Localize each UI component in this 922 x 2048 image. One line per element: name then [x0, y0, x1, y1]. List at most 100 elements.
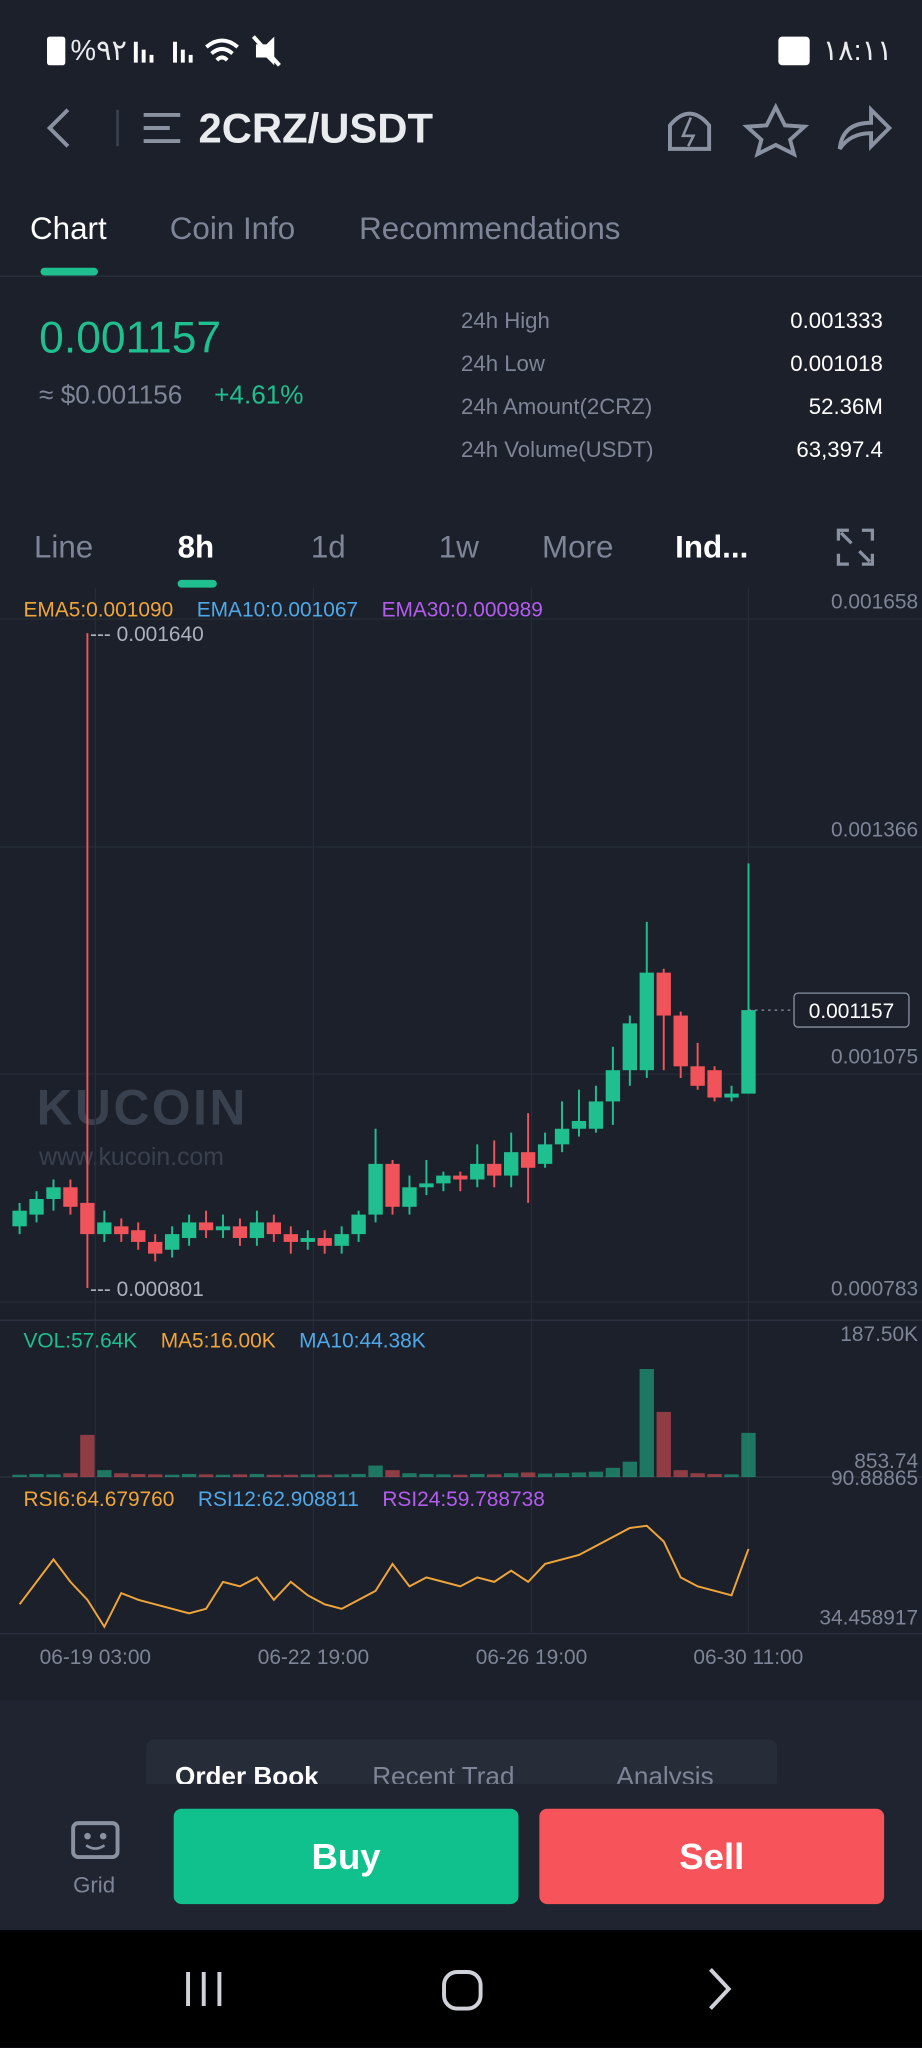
y-tick-label: 0.000783: [831, 1278, 918, 1301]
interval-tab[interactable]: 8h: [177, 530, 215, 566]
translate-icon: [778, 36, 810, 66]
fullscreen-icon[interactable]: [836, 528, 875, 567]
candle-body: [351, 1214, 366, 1235]
candle-body: [656, 972, 671, 1016]
candle-body: [148, 1241, 163, 1254]
tab[interactable]: Coin Info: [169, 211, 296, 247]
volume-bar: [114, 1473, 129, 1478]
y-tick-label: 0.001658: [831, 591, 918, 614]
candle-body: [605, 1070, 621, 1102]
volume-bar: [334, 1474, 349, 1478]
volume-bar: [470, 1473, 485, 1478]
battery-icon: [47, 36, 66, 66]
y-tick-label: 187.50K: [840, 1323, 918, 1346]
x-tick-label: 06-26 19:00: [476, 1646, 587, 1669]
volume-bar: [419, 1473, 434, 1478]
candle-body: [12, 1210, 27, 1227]
usd-price: ≈ $0.001156: [39, 381, 183, 411]
nav-icons[interactable]: [170, 1959, 771, 2019]
stat-value: 0.001333: [790, 308, 883, 334]
tab-indicator: [40, 267, 98, 276]
volume-bar: [690, 1473, 705, 1478]
candle-body: [80, 1202, 95, 1235]
volume-bar: [487, 1474, 502, 1478]
interval-tab[interactable]: More: [541, 530, 614, 566]
watermark-url: www.kucoin.com: [39, 1144, 224, 1172]
grid-label[interactable]: Grid: [73, 1872, 116, 1898]
last-price: 0.001157: [39, 313, 222, 364]
divider: [0, 275, 922, 277]
volume-bar: [724, 1474, 739, 1478]
candle-body: [622, 1023, 638, 1071]
volume-bar: [266, 1474, 282, 1478]
candle-body: [419, 1183, 434, 1188]
volume-bar: [588, 1471, 604, 1478]
price-change: +4.61%: [214, 381, 304, 411]
legend: RSI6:64.679760: [24, 1488, 175, 1511]
min-marker: --- 0.000801: [90, 1278, 204, 1301]
stat-value: 52.36M: [808, 394, 883, 420]
legend: RSI12:62.908811: [198, 1488, 359, 1511]
volume-bar: [520, 1472, 536, 1478]
candle-body: [402, 1187, 417, 1207]
volume-bar: [164, 1474, 180, 1478]
x-tick-label: 06-22 19:00: [258, 1646, 369, 1669]
candle-body: [520, 1152, 536, 1168]
max-marker: --- 0.001640: [90, 623, 204, 646]
volume-bar: [29, 1473, 44, 1478]
candle-body: [46, 1187, 61, 1199]
interval-tab[interactable]: 1w: [438, 530, 479, 566]
battery-level: %۹۲: [70, 33, 127, 67]
volume-bar: [385, 1470, 400, 1478]
action-icons[interactable]: [660, 102, 895, 159]
nav-bar: [0, 1930, 922, 2048]
y-tick-label: 853.74: [854, 1450, 918, 1473]
candle-body: [639, 972, 654, 1071]
candle-body: [741, 1010, 756, 1094]
volume-bar: [402, 1473, 417, 1478]
candle-body: [503, 1152, 519, 1176]
candle-body: [571, 1120, 587, 1129]
volume-bar: [741, 1432, 756, 1478]
volume-bar: [317, 1474, 332, 1478]
volume-bar: [131, 1473, 146, 1478]
stat-label: 24h Amount(2CRZ): [461, 394, 653, 420]
volume-bar: [639, 1369, 654, 1478]
buy-button[interactable]: Buy: [173, 1808, 519, 1905]
candle-body: [181, 1222, 197, 1239]
interval-tab[interactable]: 1d: [310, 530, 346, 566]
tab[interactable]: Chart: [30, 211, 107, 247]
volume-bar: [571, 1472, 587, 1478]
stat-value: 0.001018: [790, 351, 883, 377]
candle-body: [724, 1093, 739, 1098]
candle-body: [249, 1222, 265, 1239]
rsi-line: [18, 1524, 750, 1629]
grid-icon[interactable]: [68, 1818, 123, 1862]
candle-body: [164, 1234, 180, 1250]
candle-body: [29, 1198, 44, 1215]
clock: ۱۸:۱۱: [822, 33, 893, 67]
legend: EMA10:0.001067: [197, 598, 358, 621]
candle-body: [215, 1226, 231, 1231]
volume-bar: [453, 1474, 468, 1478]
candle-body: [707, 1070, 722, 1098]
interval-tab[interactable]: Ind...: [675, 530, 749, 566]
chart: EMA5:0.001090 EMA10:0.001067 EMA30:0.00098…: [0, 587, 922, 1669]
candle-body: [266, 1222, 282, 1235]
candle-body: [334, 1234, 349, 1246]
candle-body: [198, 1222, 214, 1231]
header-icons[interactable]: [39, 104, 196, 156]
sell-button[interactable]: Sell: [539, 1808, 885, 1905]
candle-body: [97, 1222, 112, 1235]
volume-bar: [707, 1473, 722, 1478]
interval-tab[interactable]: Line: [33, 530, 94, 566]
candle-body: [537, 1144, 553, 1164]
candle-body: [673, 1015, 688, 1067]
last-price-label: 0.001157: [809, 1000, 895, 1023]
y-tick-label: 90.88865: [831, 1467, 918, 1490]
volume-bar: [198, 1474, 214, 1478]
candle-body: [453, 1175, 468, 1180]
tab[interactable]: Recommendations: [359, 211, 621, 247]
volume-bar: [249, 1473, 265, 1478]
